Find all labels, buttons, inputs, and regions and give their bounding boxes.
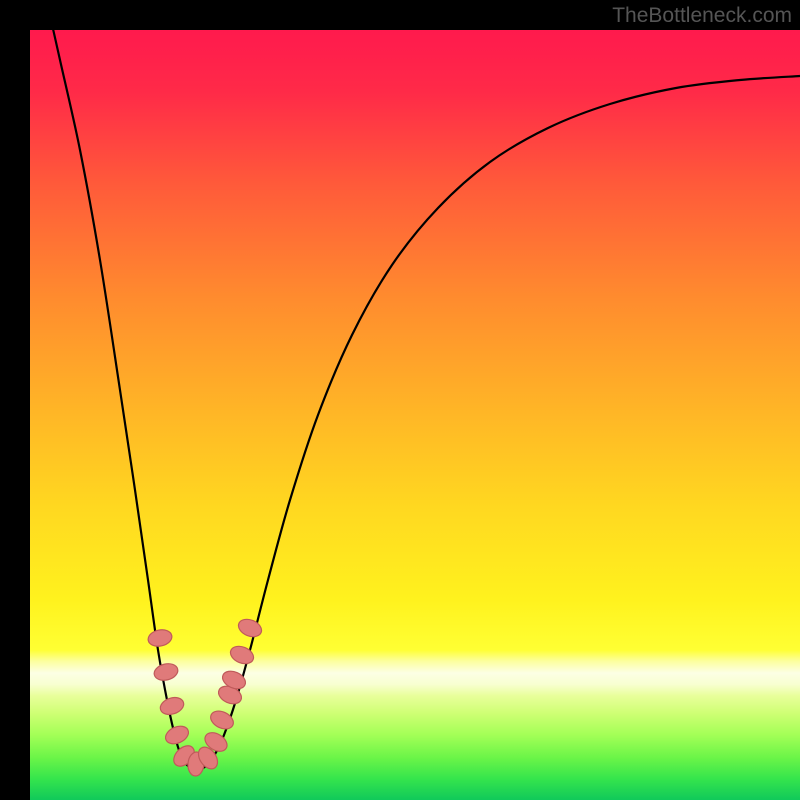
curve-marker bbox=[236, 616, 264, 640]
plot-area bbox=[30, 30, 800, 800]
curve-marker bbox=[163, 723, 191, 747]
curve-layer bbox=[30, 30, 800, 800]
marker-group bbox=[147, 616, 265, 777]
watermark-text: TheBottleneck.com bbox=[612, 4, 792, 28]
curve-marker bbox=[147, 628, 174, 649]
curve-marker bbox=[158, 695, 186, 718]
bottleneck-curve bbox=[42, 0, 800, 769]
curve-marker bbox=[152, 661, 179, 682]
